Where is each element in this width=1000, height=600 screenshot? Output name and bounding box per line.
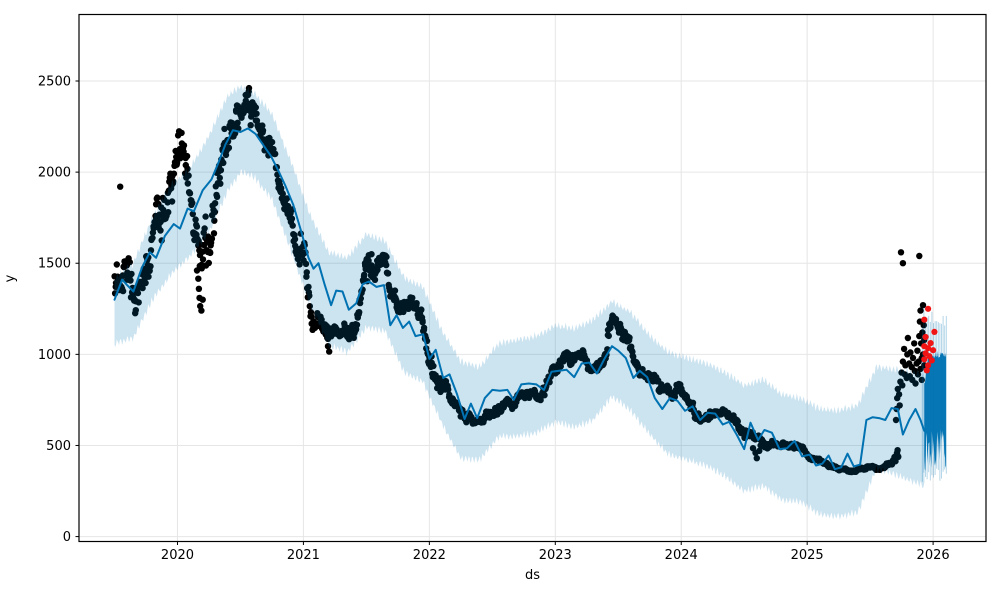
x-tick-label: 2025 [791,548,824,563]
x-tick-label: 2026 [917,548,950,563]
forecast-line [113,127,926,471]
x-tick-label: 2023 [539,548,572,563]
gridlines [79,14,986,542]
y-tick-label: 1000 [38,348,71,363]
observed-points [111,84,928,476]
anomaly-points [921,305,938,374]
y-tick-label: 2000 [38,166,71,181]
y-tick-label: 500 [46,439,71,454]
y-tick-label: 2500 [38,75,71,90]
x-axis-label: ds [524,568,541,583]
y-tick-label: 1500 [38,257,71,272]
y-axis-label: y [3,274,18,283]
y-tick-label: 0 [63,530,71,545]
axes: 2020 2021 2022 2023 2024 2025 2026 0 500 1000 1500… [38,13,987,563]
uncertainty-band [114,84,925,520]
x-tick-label: 2021 [287,548,320,563]
x-tick-label: 2022 [413,548,446,563]
x-tick-label: 2020 [161,548,194,563]
future-forecast-block [924,350,946,471]
x-tick-label: 2024 [665,548,698,563]
